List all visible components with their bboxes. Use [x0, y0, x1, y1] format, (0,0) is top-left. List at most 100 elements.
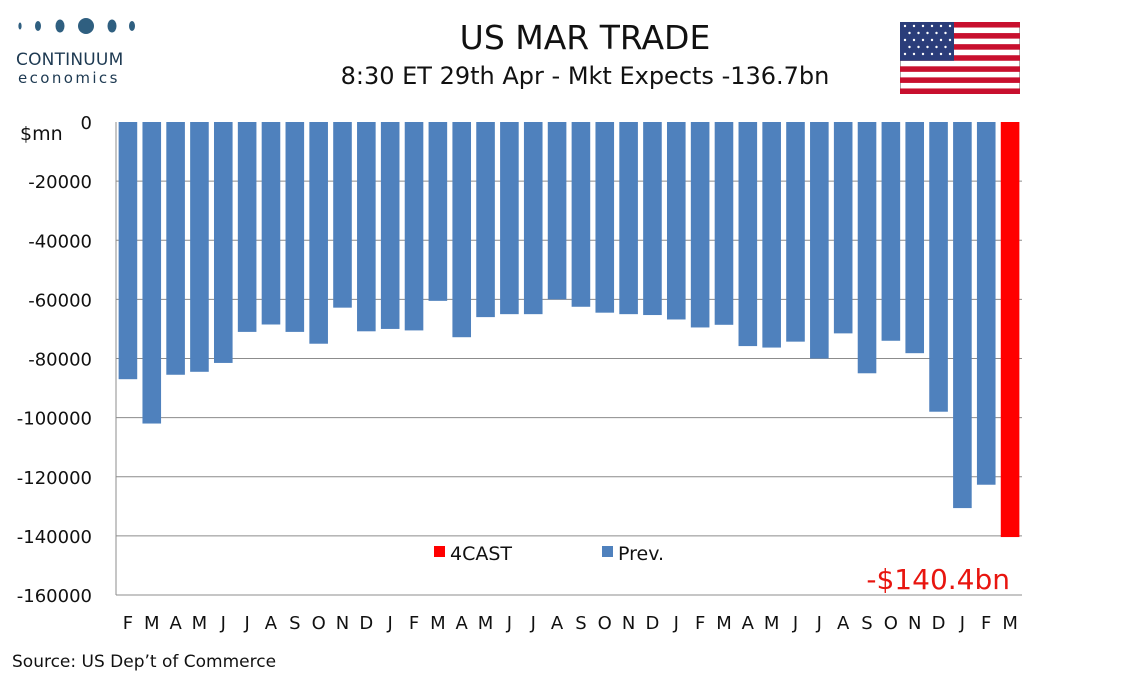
x-tick-label: J: [673, 613, 679, 634]
x-tick-label: S: [575, 613, 586, 634]
prev-bar: [976, 122, 996, 485]
prev-bar: [929, 122, 948, 412]
prev-bar: [619, 122, 638, 315]
forecast-bar: [1000, 122, 1020, 538]
x-tick-label: S: [861, 613, 872, 634]
x-tick-label: O: [312, 613, 326, 634]
legend-swatch: [434, 546, 445, 557]
prev-bar: [500, 122, 519, 315]
x-tick-label: M: [192, 613, 208, 634]
prev-bar: [190, 122, 209, 372]
x-tick-label: F: [409, 613, 419, 634]
x-tick-label: A: [551, 613, 564, 634]
prev-bar: [380, 122, 400, 329]
prev-bar: [428, 122, 448, 301]
y-tick-label: -120000: [17, 468, 92, 489]
x-tick-label: F: [981, 613, 991, 634]
prev-bar: [309, 122, 328, 344]
prev-bar: [643, 122, 662, 316]
prev-bar: [523, 122, 543, 315]
x-tick-label: J: [243, 613, 249, 634]
prev-bar: [953, 122, 972, 509]
y-tick-label: -140000: [17, 527, 92, 548]
y-tick-label: 0: [81, 113, 92, 134]
prev-bar: [547, 122, 567, 300]
prev-bar: [452, 122, 472, 338]
x-tick-label: O: [598, 613, 612, 634]
x-tick-label: J: [816, 613, 822, 634]
prev-bar: [476, 122, 495, 318]
chart-subtitle: 8:30 ET 29th Apr - Mkt Expects -136.7bn: [340, 62, 830, 90]
logo-dots-icon: [18, 18, 135, 34]
prev-bar: [881, 122, 901, 341]
prev-bar: [738, 122, 758, 347]
x-tick-label: J: [959, 613, 965, 634]
prev-bar: [571, 122, 591, 307]
y-tick-label: -100000: [17, 409, 92, 430]
source-note: Source: US Dep’t of Commerce: [12, 652, 277, 672]
prev-bar: [357, 122, 376, 332]
prev-bar: [237, 122, 257, 332]
prev-bar: [142, 122, 162, 424]
x-tick-label: A: [456, 613, 469, 634]
prev-bar: [714, 122, 734, 325]
x-tick-label: N: [336, 613, 349, 634]
prev-bar: [404, 122, 424, 331]
y-tick-label: -160000: [17, 586, 92, 607]
y-tick-label: -20000: [28, 172, 92, 193]
prev-bar: [261, 122, 281, 325]
prev-bar: [118, 122, 138, 380]
x-tick-label: M: [478, 613, 494, 634]
prev-bar: [595, 122, 615, 313]
x-tick-label: S: [289, 613, 300, 634]
prev-bar: [762, 122, 781, 348]
y-axis-label: $mn: [20, 123, 63, 145]
chart-title: US MAR TRADE: [459, 18, 711, 57]
y-tick-label: -60000: [28, 290, 92, 311]
x-tick-label: N: [908, 613, 921, 634]
x-tick-label: J: [220, 613, 226, 634]
x-tick-label: M: [716, 613, 732, 634]
prev-bar: [213, 122, 233, 363]
us-flag-icon: [900, 22, 1020, 94]
x-tick-label: A: [837, 613, 850, 634]
legend-label: Prev.: [618, 543, 664, 565]
prev-bar: [810, 122, 829, 359]
x-tick-label: A: [265, 613, 278, 634]
x-tick-label: D: [646, 613, 660, 634]
legend-label: 4CAST: [450, 543, 512, 565]
x-tick-label: N: [622, 613, 635, 634]
prev-bar: [333, 122, 352, 308]
x-tick-label: M: [144, 613, 160, 634]
prev-bar: [690, 122, 710, 328]
prev-bar: [833, 122, 853, 334]
x-tick-label: M: [764, 613, 780, 634]
forecast-callout: -$140.4bn: [866, 563, 1010, 596]
x-tick-label: O: [884, 613, 898, 634]
x-tick-label: J: [387, 613, 393, 634]
x-tick-label: A: [742, 613, 755, 634]
prev-bar: [905, 122, 925, 354]
x-tick-label: D: [932, 613, 946, 634]
legend-swatch: [602, 546, 613, 557]
x-tick-label: M: [1002, 613, 1018, 634]
prev-bar: [857, 122, 877, 374]
y-tick-label: -40000: [28, 231, 92, 252]
x-tick-label: F: [695, 613, 705, 634]
x-tick-label: M: [430, 613, 446, 634]
prev-bar: [666, 122, 686, 320]
prev-bar: [786, 122, 805, 342]
logo-text-economics: economics: [18, 69, 120, 87]
x-tick-label: F: [123, 613, 133, 634]
prev-bar: [285, 122, 305, 332]
prev-bar: [166, 122, 185, 375]
x-tick-label: A: [169, 613, 182, 634]
x-tick-label: J: [530, 613, 536, 634]
y-tick-label: -80000: [28, 350, 92, 371]
x-tick-label: D: [359, 613, 373, 634]
continuum-logo: CONTINUUM economics: [14, 14, 144, 87]
logo-text-continuum: CONTINUUM: [16, 50, 124, 70]
x-tick-label: J: [792, 613, 798, 634]
x-tick-label: J: [506, 613, 512, 634]
